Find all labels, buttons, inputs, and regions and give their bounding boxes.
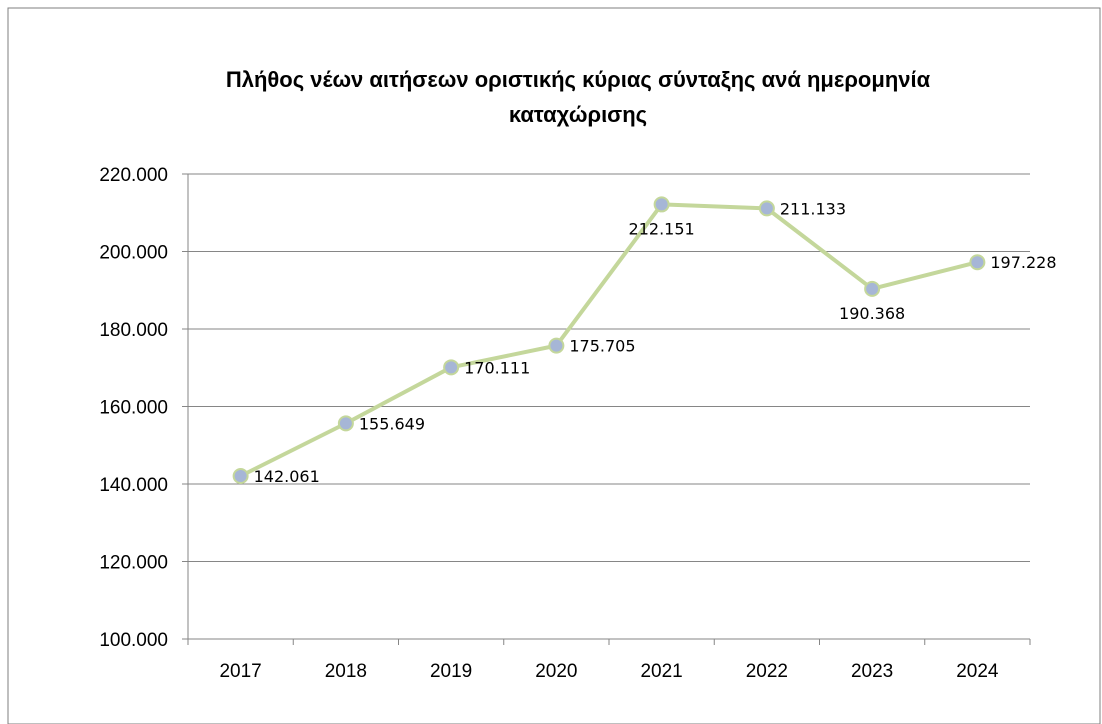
x-tick-label: 2017 [219, 661, 261, 682]
axes: 100.000 120.000 140.000 160.000 180.000 200.0… [99, 165, 1031, 682]
data-point-marker [969, 254, 986, 271]
y-tick-label: 220.000 [99, 165, 168, 186]
y-tick-label: 120.000 [99, 553, 168, 574]
data-point-marker [337, 415, 354, 432]
x-tick-label: 2021 [640, 661, 682, 682]
x-tick-label: 2020 [535, 661, 577, 682]
x-tick-label: 2022 [746, 661, 788, 682]
data-point-marker [653, 196, 670, 213]
data-label: 212.151 [629, 219, 695, 238]
series [232, 196, 986, 485]
data-label: 142.061 [254, 467, 320, 486]
data-point-marker [864, 280, 881, 297]
y-tick-label: 180.000 [99, 320, 168, 341]
data-labels: 142.061 155.649 170.111 175.705 212.151 211.1… [254, 199, 1057, 486]
data-label: 211.133 [780, 199, 846, 218]
series-line [239, 202, 978, 478]
y-tick-label: 140.000 [99, 475, 168, 496]
y-tick-label: 200.000 [99, 243, 168, 264]
y-tick-label: 160.000 [99, 398, 168, 419]
data-point-marker [548, 337, 565, 354]
x-tick-label: 2019 [430, 661, 472, 682]
data-point-marker [758, 200, 775, 217]
data-label: 190.368 [839, 304, 905, 323]
x-tick-label: 2023 [851, 661, 893, 682]
x-tick-label: 2018 [325, 661, 367, 682]
data-label: 155.649 [359, 414, 425, 433]
y-tick-label: 100.000 [99, 630, 168, 651]
data-point-marker [443, 359, 460, 376]
data-label: 175.705 [569, 337, 635, 356]
data-label: 197.228 [990, 253, 1056, 272]
chart-border [7, 7, 1101, 724]
data-point-marker [232, 468, 249, 485]
chart-title-line-1: Πλήθος νέων αιτήσεων οριστικής κύριας σύ… [226, 67, 931, 92]
chart-title-line-2: καταχώρισης [509, 102, 647, 127]
x-tick-label: 2024 [956, 661, 999, 682]
gridlines [188, 173, 1030, 562]
data-label: 170.111 [464, 358, 530, 377]
